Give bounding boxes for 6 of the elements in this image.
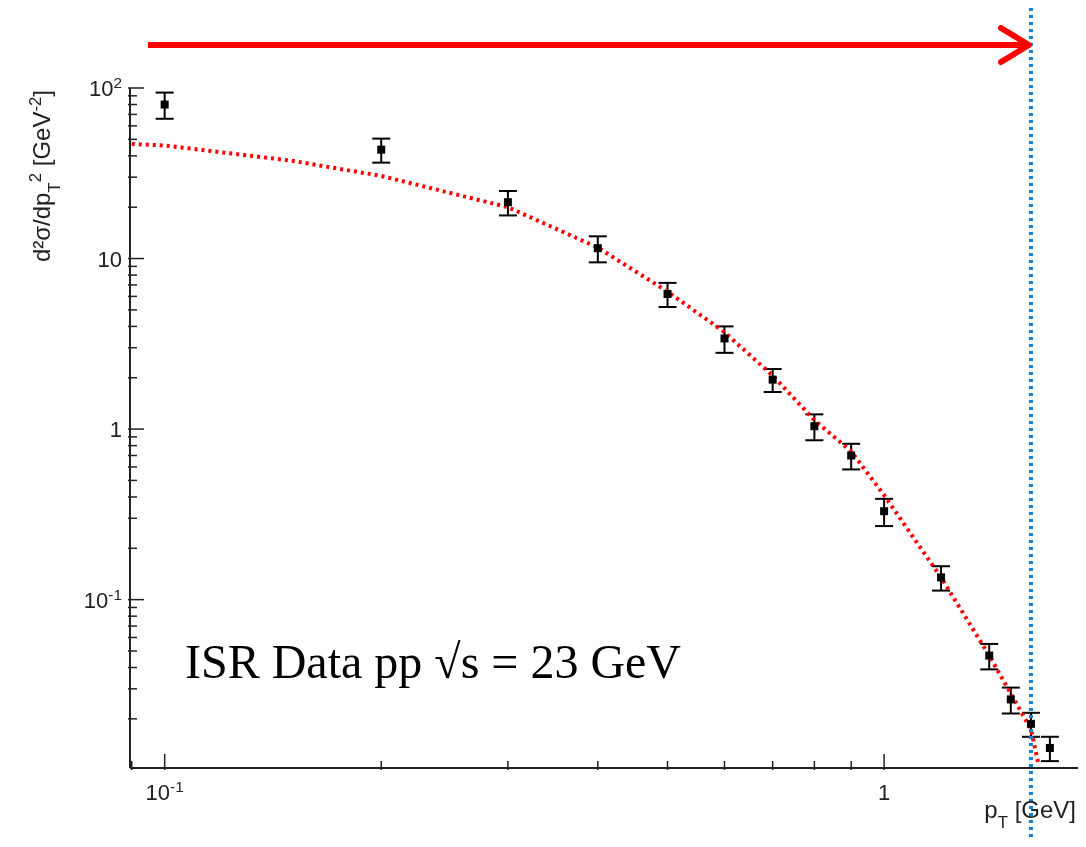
y-tick-label: 10$^{2}$ xyxy=(88,73,122,101)
y-tick-label: 10 xyxy=(97,246,122,272)
y-tick-label: 10$^{-1}$ xyxy=(83,585,122,613)
annotation: ISR Data pp √s = 23 GeV xyxy=(185,635,682,688)
y-tick-label: 1 xyxy=(109,417,122,443)
x-axis-title: p$_{T}$ [GeV] xyxy=(984,796,1076,832)
